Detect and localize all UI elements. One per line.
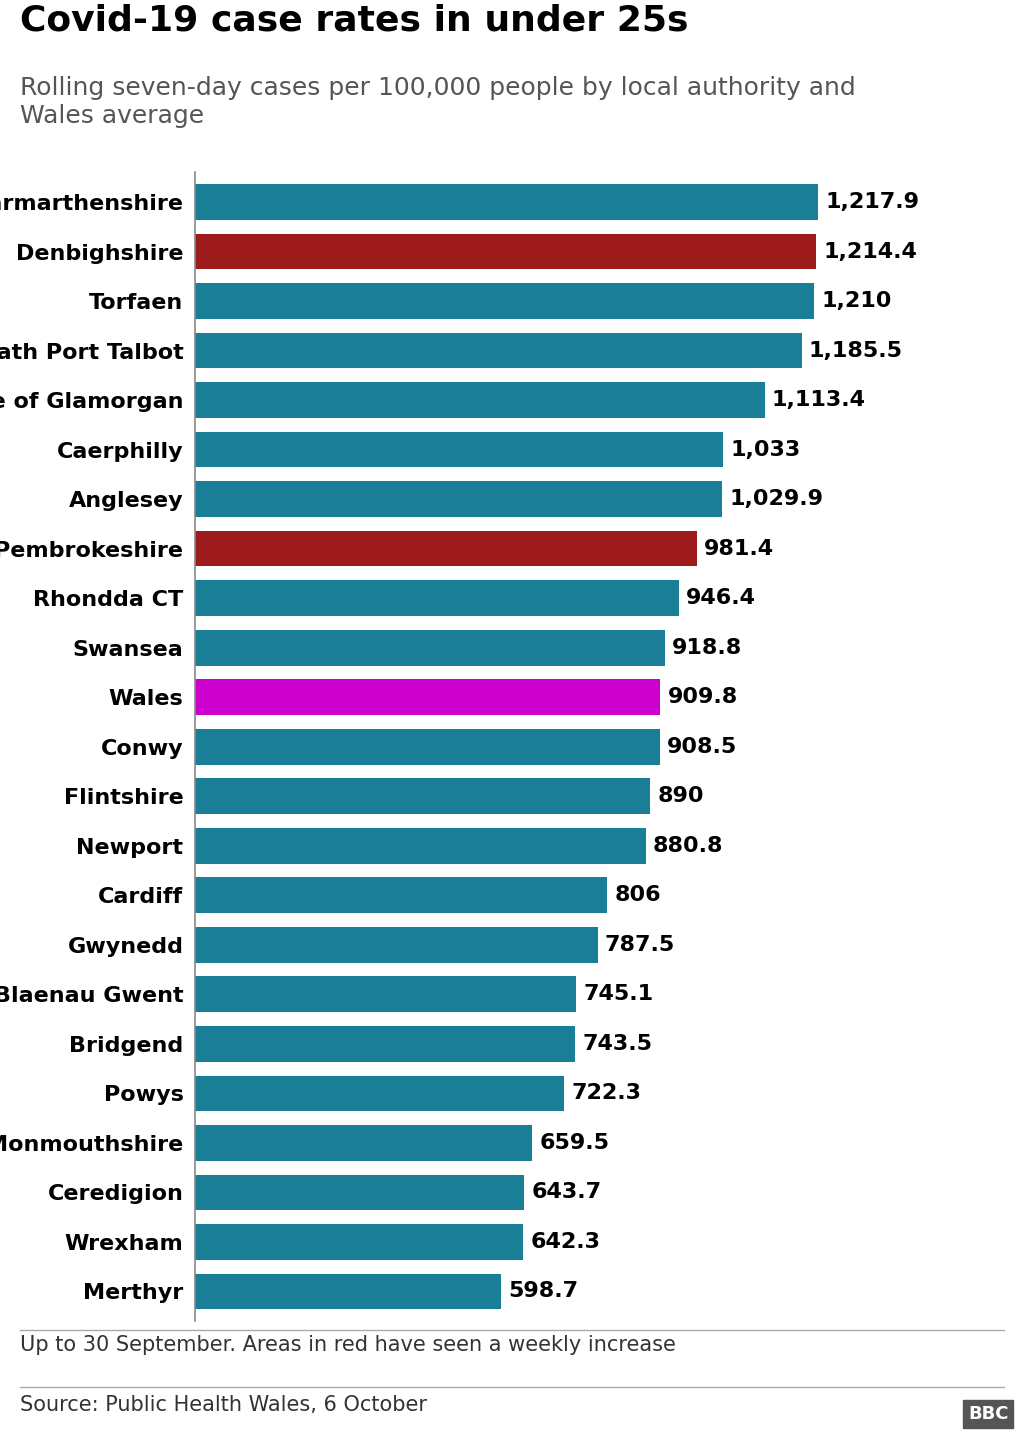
Bar bbox=[195, 481, 722, 517]
Text: 722.3: 722.3 bbox=[571, 1083, 642, 1103]
Text: Covid-19 case rates in under 25s: Covid-19 case rates in under 25s bbox=[20, 3, 689, 37]
Text: 787.5: 787.5 bbox=[605, 935, 675, 955]
Bar bbox=[195, 729, 659, 764]
Text: 1,033: 1,033 bbox=[731, 439, 801, 460]
Text: 745.1: 745.1 bbox=[584, 984, 653, 1004]
Text: Rolling seven-day cases per 100,000 people by local authority and
Wales average: Rolling seven-day cases per 100,000 peop… bbox=[20, 76, 856, 128]
Text: 918.8: 918.8 bbox=[672, 638, 742, 658]
Bar bbox=[195, 976, 577, 1012]
Bar bbox=[195, 778, 650, 814]
Bar bbox=[195, 630, 665, 665]
Bar bbox=[195, 1025, 575, 1061]
Text: 1,185.5: 1,185.5 bbox=[809, 340, 903, 360]
Text: 1,210: 1,210 bbox=[821, 292, 892, 312]
Text: Up to 30 September. Areas in red have seen a weekly increase: Up to 30 September. Areas in red have se… bbox=[20, 1335, 677, 1356]
Text: 659.5: 659.5 bbox=[540, 1133, 609, 1153]
Bar bbox=[195, 580, 679, 616]
Bar bbox=[195, 928, 598, 962]
Bar bbox=[195, 1124, 532, 1160]
Text: 806: 806 bbox=[614, 885, 662, 905]
Text: 1,214.4: 1,214.4 bbox=[823, 241, 918, 261]
Text: 890: 890 bbox=[657, 787, 703, 806]
Bar bbox=[195, 1274, 501, 1310]
Bar bbox=[195, 1076, 564, 1111]
Text: 643.7: 643.7 bbox=[531, 1182, 601, 1202]
Text: 909.8: 909.8 bbox=[668, 688, 738, 707]
Text: 642.3: 642.3 bbox=[530, 1232, 601, 1252]
Bar bbox=[195, 679, 660, 715]
Text: 743.5: 743.5 bbox=[583, 1034, 652, 1054]
Bar bbox=[195, 531, 697, 566]
Text: 598.7: 598.7 bbox=[508, 1281, 579, 1301]
Text: 1,217.9: 1,217.9 bbox=[825, 192, 920, 213]
Bar bbox=[195, 333, 802, 369]
Bar bbox=[195, 432, 723, 468]
Bar bbox=[195, 877, 607, 913]
Text: 880.8: 880.8 bbox=[652, 836, 723, 856]
Text: 981.4: 981.4 bbox=[705, 538, 774, 559]
Bar bbox=[195, 829, 645, 863]
Text: BBC: BBC bbox=[968, 1404, 1009, 1423]
Text: 1,029.9: 1,029.9 bbox=[729, 490, 823, 510]
Text: 908.5: 908.5 bbox=[667, 737, 737, 757]
Bar bbox=[195, 1175, 524, 1211]
Bar bbox=[195, 382, 765, 418]
Bar bbox=[195, 283, 814, 319]
Bar bbox=[195, 184, 818, 220]
Text: 946.4: 946.4 bbox=[686, 589, 757, 609]
Bar bbox=[195, 1223, 523, 1259]
Text: 1,113.4: 1,113.4 bbox=[772, 391, 865, 411]
Text: Source: Public Health Wales, 6 October: Source: Public Health Wales, 6 October bbox=[20, 1394, 427, 1414]
Bar bbox=[195, 234, 816, 270]
